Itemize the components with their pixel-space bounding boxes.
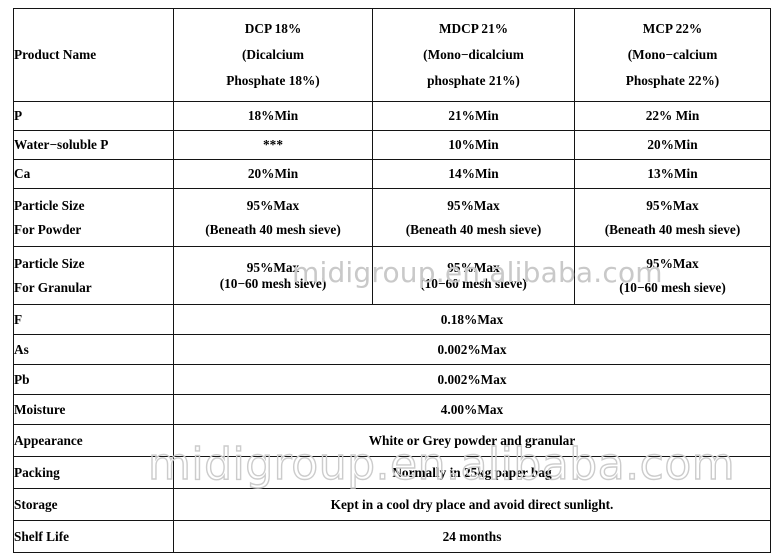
row-label-p: P (13, 101, 174, 131)
cell-particle-size-granular-dcp-line2: (10−60 mesh sieve) (219, 275, 327, 291)
header-dcp-line2: (Dicalcium (241, 47, 305, 63)
row-label-f: F (13, 304, 174, 335)
table-row: Water−soluble P *** 10%Min 20%Min (13, 130, 771, 160)
cell-pb-value: 0.002%Max (173, 364, 771, 395)
row-label-particle-size-powder: Particle Size For Powder (13, 188, 174, 247)
product-specification-table: Product Name DCP 18% (Dicalcium Phosphat… (13, 8, 771, 553)
header-cell-product-name: Product Name (13, 8, 174, 102)
header-mdcp-line1: MDCP 21% (438, 21, 509, 37)
cell-particle-size-powder-dcp: 95%Max (Beneath 40 mesh sieve) (173, 188, 373, 247)
table-row: Ca 20%Min 14%Min 13%Min (13, 159, 771, 189)
header-mdcp-line3: phosphate 21%) (427, 72, 520, 88)
cell-p-dcp: 18%Min (173, 101, 373, 131)
row-label-particle-size-powder-line2: For Powder (14, 221, 82, 237)
cell-particle-size-powder-mdcp-line1: 95%Max (447, 197, 500, 213)
header-cell-mcp: MCP 22% (Mono−calcium Phosphate 22%) (574, 8, 771, 102)
cell-particle-size-granular-mcp-line2: (10−60 mesh sieve) (619, 279, 726, 295)
cell-water-soluble-p-dcp: *** (173, 130, 373, 160)
cell-particle-size-granular-dcp: 95%Max (10−60 mesh sieve) (173, 246, 373, 305)
cell-water-soluble-p-mcp: 20%Min (574, 130, 771, 160)
table-row: Particle Size For Granular 95%Max (10−60… (13, 246, 771, 305)
table-header-row: Product Name DCP 18% (Dicalcium Phosphat… (13, 8, 771, 102)
cell-particle-size-granular-mcp-line1: 95%Max (646, 255, 699, 271)
row-label-as: As (13, 334, 174, 365)
cell-storage-value: Kept in a cool dry place and avoid direc… (173, 488, 771, 521)
cell-ca-dcp: 20%Min (173, 159, 373, 189)
table-row: Pb 0.002%Max (13, 364, 771, 395)
cell-particle-size-powder-mcp: 95%Max (Beneath 40 mesh sieve) (574, 188, 771, 247)
row-label-particle-size-granular-line2: For Granular (14, 279, 92, 295)
header-label-product-name: Product Name (14, 47, 97, 63)
cell-particle-size-powder-dcp-line2: (Beneath 40 mesh sieve) (205, 221, 341, 237)
row-label-packing: Packing (13, 456, 174, 489)
cell-particle-size-granular-dcp-line1: 95%Max (246, 259, 300, 275)
header-mcp-line2: (Mono−calcium (627, 47, 718, 63)
cell-particle-size-powder-mdcp-line2: (Beneath 40 mesh sieve) (405, 221, 542, 237)
cell-particle-size-granular-mcp: 95%Max (10−60 mesh sieve) (574, 246, 771, 305)
table-row: Particle Size For Powder 95%Max (Beneath… (13, 188, 771, 247)
row-label-particle-size-granular: Particle Size For Granular (13, 246, 174, 305)
table-row: Storage Kept in a cool dry place and avo… (13, 488, 771, 521)
row-label-appearance: Appearance (13, 424, 174, 457)
cell-particle-size-granular-mdcp-line2: (10−60 mesh sieve) (420, 275, 527, 291)
row-label-ca: Ca (13, 159, 174, 189)
cell-water-soluble-p-mdcp: 10%Min (372, 130, 575, 160)
header-cell-mdcp: MDCP 21% (Mono−dicalcium phosphate 21%) (372, 8, 575, 102)
header-mdcp-line2: (Mono−dicalcium (423, 47, 524, 63)
cell-as-value: 0.002%Max (173, 334, 771, 365)
cell-particle-size-powder-mcp-line2: (Beneath 40 mesh sieve) (604, 221, 741, 237)
table-row: Moisture 4.00%Max (13, 394, 771, 425)
cell-p-mdcp: 21%Min (372, 101, 575, 131)
spec-table-container: Product Name DCP 18% (Dicalcium Phosphat… (13, 8, 771, 553)
cell-moisture-value: 4.00%Max (173, 394, 771, 425)
table-row: As 0.002%Max (13, 334, 771, 365)
cell-particle-size-granular-mdcp-line1: 95%Max (447, 259, 500, 275)
header-dcp-line1: DCP 18% (244, 21, 302, 37)
cell-p-mcp: 22% Min (574, 101, 771, 131)
header-mcp-line1: MCP 22% (642, 21, 703, 37)
row-label-pb: Pb (13, 364, 174, 395)
header-cell-dcp: DCP 18% (Dicalcium Phosphate 18%) (173, 8, 373, 102)
table-row: F 0.18%Max (13, 304, 771, 335)
header-dcp-line3: Phosphate 18%) (226, 72, 320, 88)
row-label-particle-size-powder-line1: Particle Size (14, 197, 85, 213)
row-label-particle-size-granular-line1: Particle Size (14, 255, 85, 271)
cell-packing-value: Normally in 25kg paper bag (173, 456, 771, 489)
row-label-storage: Storage (13, 488, 174, 521)
cell-ca-mdcp: 14%Min (372, 159, 575, 189)
cell-f-value: 0.18%Max (173, 304, 771, 335)
cell-particle-size-powder-mcp-line1: 95%Max (646, 197, 699, 213)
cell-ca-mcp: 13%Min (574, 159, 771, 189)
row-label-water-soluble-p: Water−soluble P (13, 130, 174, 160)
table-row: Appearance White or Grey powder and gran… (13, 424, 771, 457)
cell-particle-size-granular-mdcp: 95%Max (10−60 mesh sieve) (372, 246, 575, 305)
table-row: P 18%Min 21%Min 22% Min (13, 101, 771, 131)
row-label-moisture: Moisture (13, 394, 174, 425)
cell-particle-size-powder-mdcp: 95%Max (Beneath 40 mesh sieve) (372, 188, 575, 247)
cell-particle-size-powder-dcp-line1: 95%Max (246, 197, 300, 213)
cell-appearance-value: White or Grey powder and granular (173, 424, 771, 457)
table-row: Packing Normally in 25kg paper bag (13, 456, 771, 489)
header-mcp-line3: Phosphate 22%) (625, 72, 720, 88)
